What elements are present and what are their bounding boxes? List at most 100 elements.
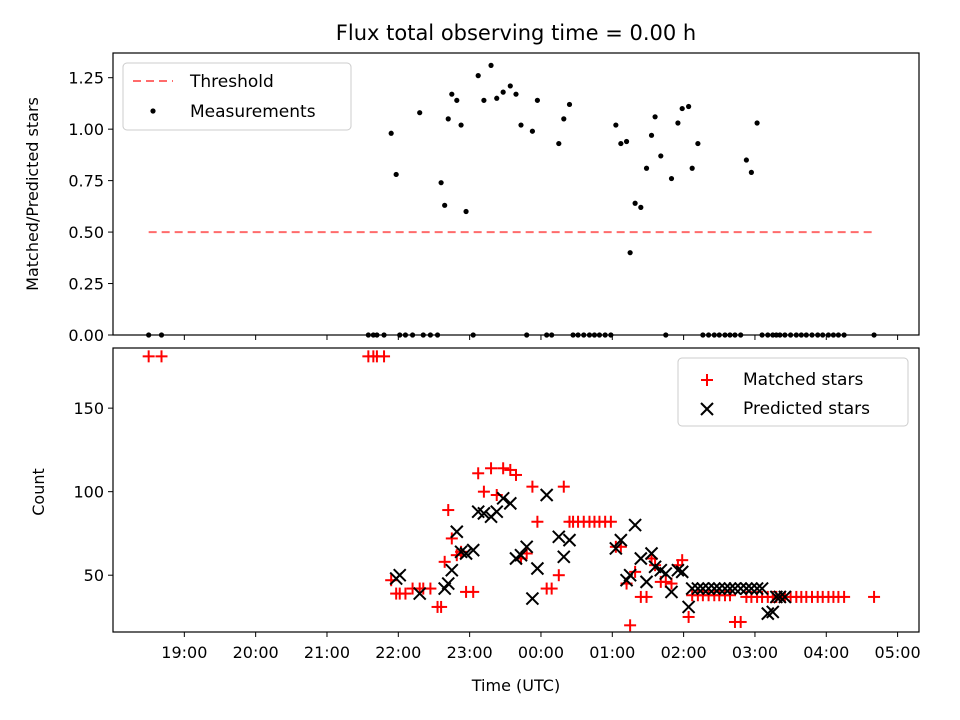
measurement-point	[442, 202, 448, 208]
measurement-point	[689, 165, 695, 171]
predicted-star-point	[718, 581, 732, 596]
predicted-star-point	[685, 581, 699, 596]
predicted-star-point	[519, 540, 534, 554]
predicted-star-point	[614, 533, 628, 547]
measurement-point	[507, 83, 513, 89]
measurement-point	[417, 110, 423, 116]
predicted-star-point	[496, 491, 510, 506]
matched-star-point	[557, 480, 570, 493]
matched-star-point	[734, 615, 747, 628]
measurement-point	[623, 138, 630, 145]
bottom-xtick-label: 19:00	[161, 643, 207, 662]
predicted-star-point	[609, 541, 623, 556]
measurement-point	[613, 122, 619, 128]
measurement-point	[494, 95, 500, 101]
predicted-star-point	[623, 568, 637, 582]
measurement-point	[481, 97, 487, 103]
top-legend: Threshold Measurements	[122, 62, 352, 131]
measurement-point	[445, 116, 451, 122]
bottom-xtick-label: 22:00	[375, 643, 421, 662]
predicted-star-point	[659, 566, 673, 581]
predicted-star-point	[691, 581, 705, 596]
matched-star-point	[504, 463, 517, 476]
matched-star-point	[629, 565, 642, 578]
bottom-xtick-label: 00:00	[518, 643, 564, 662]
bottom-xtick-label: 04:00	[803, 643, 849, 662]
predicted-star-point	[413, 586, 427, 601]
measurement-point	[388, 130, 394, 136]
measurement-point	[627, 250, 633, 256]
matched-star-point	[445, 532, 458, 545]
predicted-star-point	[664, 585, 679, 599]
measurement-point	[632, 200, 638, 206]
bottom-axes-frame	[112, 347, 920, 633]
matched-star-point	[485, 462, 498, 475]
matched-star-point	[472, 467, 485, 480]
matched-star-point	[477, 485, 490, 498]
bottom-xtick-label: 02:00	[661, 643, 707, 662]
predicted-star-point	[773, 590, 787, 604]
measurement-point	[449, 91, 455, 97]
predicted-star-point	[393, 568, 407, 582]
predicted-star-point	[445, 563, 459, 577]
predicted-star-point	[441, 576, 455, 591]
measurement-point	[668, 175, 675, 182]
matched-star-point	[142, 350, 155, 363]
matched-star-point	[435, 600, 448, 613]
bottom-ytick-label: 150	[73, 399, 104, 418]
legend-predicted-marker	[700, 402, 714, 416]
matched-star-point	[604, 515, 617, 528]
legend-measurements-label: Measurements	[190, 102, 316, 122]
top-ytick-label: 0.50	[68, 223, 104, 242]
legend-threshold-label: Threshold	[189, 72, 274, 92]
matched-star-point	[545, 582, 558, 595]
predicted-star-point	[525, 591, 540, 606]
bottom-xlabel: Time (UTC)	[471, 676, 560, 695]
chart-title: Flux total observing time = 0.00 h	[336, 21, 696, 45]
top-ytick-label: 1.25	[68, 69, 104, 88]
predicted-star-point	[514, 548, 528, 562]
bottom-panel: 50 100 150 19:00 20:00 21:00 22:00 23:00 00:00 01…	[29, 347, 921, 695]
measurement-point	[393, 171, 399, 178]
predicted-star-point	[750, 581, 764, 596]
measurement-point	[679, 105, 685, 112]
matched-star-point	[624, 619, 637, 632]
predicted-star-point	[701, 581, 716, 596]
top-ytick-label: 1.00	[68, 120, 104, 139]
bottom-legend: Matched stars Predicted stars	[677, 357, 909, 427]
predicted-star-point	[644, 546, 659, 561]
predicted-star-point	[539, 488, 554, 502]
matched-star-point	[155, 350, 168, 363]
predicted-star-point	[755, 581, 769, 596]
measurement-point	[648, 132, 655, 138]
matched-star-point	[868, 590, 881, 603]
bottom-xtick-label: 20:00	[233, 643, 279, 662]
predicted-star-point	[450, 525, 464, 539]
matched-star-point	[723, 589, 736, 602]
legend-predicted-label: Predicted stars	[743, 399, 870, 419]
predicted-star-point	[675, 565, 689, 579]
top-ylabel: Matched/Predicted stars	[23, 97, 42, 291]
matched-star-point	[467, 585, 480, 598]
measurement-point	[500, 89, 506, 95]
predicted-star-point	[628, 518, 642, 532]
matched-star-point	[497, 462, 510, 475]
predicted-star-point	[552, 530, 566, 544]
matched-star-point	[526, 480, 539, 493]
legend-matched-marker	[701, 374, 713, 386]
bottom-xtick-label: 03:00	[732, 643, 778, 662]
predicted-star-point	[477, 506, 491, 521]
bottom-ytick-label: 50	[84, 566, 104, 585]
matched-star-point	[838, 590, 851, 603]
predicted-star-point	[744, 581, 759, 596]
predicted-star-point	[712, 581, 726, 596]
matched-star-point	[676, 554, 689, 567]
predicted-star-point	[707, 581, 721, 596]
measurement-point	[488, 62, 494, 68]
bottom-xtick-label: 05:00	[875, 643, 921, 662]
measurement-point	[686, 103, 692, 110]
predicted-star-point	[766, 605, 780, 619]
measurement-point	[748, 169, 754, 175]
measurement-point	[643, 165, 650, 171]
